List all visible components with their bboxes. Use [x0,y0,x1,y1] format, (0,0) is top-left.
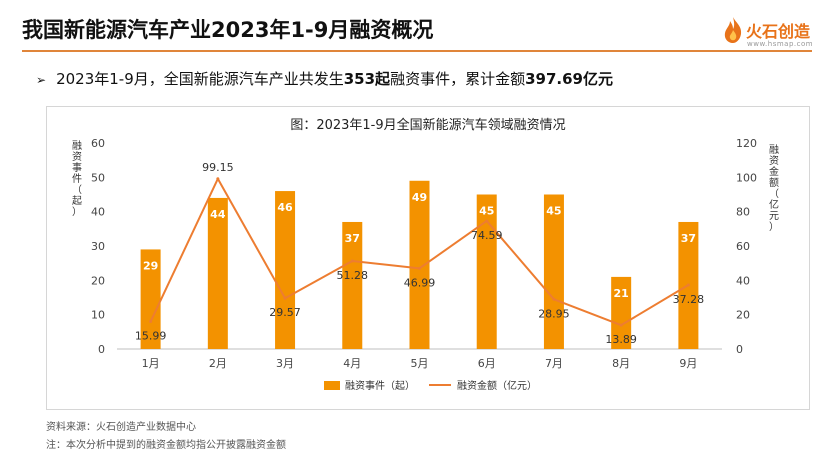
bar-value-label: 46 [277,201,293,214]
chart-title: 图：2023年1-9月全国新能源汽车领域融资情况 [290,117,565,133]
flame-icon [724,17,742,43]
logo-name: 火石创造 [746,22,811,41]
y-right-tick-label: 120 [736,137,757,150]
financing-chart: 图：2023年1-9月全国新能源汽车领域融资情况 0 10 20 30 40 50 60 0 20… [72,117,779,392]
y-left-tick-label: 30 [91,240,105,253]
line-value-label: 37.28 [673,293,705,306]
line-value-label: 51.28 [337,269,369,282]
x-tick-label: 3月 [276,357,294,370]
y-left-tick-label: 0 [98,343,105,356]
bar-value-label: 44 [210,208,226,221]
line-point [216,177,220,181]
bar [409,180,430,349]
y-right-tick-label: 40 [736,274,750,287]
summary-line: ➢ 2023年1-9月，全国新能源汽车产业共发生353起融资事件，累计金额397.… [36,68,613,89]
bar [611,276,632,349]
y-left-axis-title: 融资事件（起） [72,140,82,218]
line-value-label: 28.95 [538,307,570,320]
line-point [350,259,354,263]
y-right-tick-label: 100 [736,171,757,184]
bar-value-label: 37 [345,232,360,245]
y-right-tick-label: 0 [736,343,743,356]
y-left-tick-label: 10 [91,309,105,322]
line-point [619,323,623,327]
footnote: 注：本次分析中提到的融资金额均指公开披露融资金额 [46,440,286,451]
x-tick-label: 4月 [343,357,361,370]
y-left-tick-label: 40 [91,206,105,219]
summary-prefix: 2023年1-9月，全国新能源汽车产业共发生 [56,70,344,88]
bar [207,197,228,349]
x-tick-label: 1月 [142,357,160,370]
x-tick-label: 2月 [209,357,227,370]
bar-value-label: 45 [479,205,494,218]
bar-value-label: 45 [546,205,561,218]
title-divider [22,50,812,52]
line-point [485,219,489,223]
legend-bar-label: 融资事件（起） [345,379,415,392]
summary-mid: 融资事件，累计金额 [390,70,526,88]
y-left-tick-label: 50 [91,171,105,184]
logo-url: www.hsmap.com [747,40,814,48]
x-tick-label: 8月 [612,357,630,370]
bar [543,194,564,349]
line-value-label: 13.89 [605,333,637,346]
y-left-tick-label: 60 [91,137,105,150]
x-tick-label: 7月 [545,357,563,370]
y-right-tick-label: 80 [736,206,750,219]
y-left-tick-label: 20 [91,274,105,287]
brand-logo: 火石创造 www.hsmap.com [722,16,822,52]
line-point [552,297,556,301]
legend-line-label: 融资金额（亿元） [457,379,537,392]
bar-value-label: 21 [614,287,629,300]
y-right-tick-label: 60 [736,240,750,253]
legend-bar-swatch [324,381,340,390]
line-value-label: 15.99 [135,330,167,343]
bar-value-label: 37 [681,232,696,245]
bar [476,194,497,349]
y-right-tick-label: 20 [736,309,750,322]
line-point [149,320,153,324]
summary-amount: 397.69亿元 [525,70,613,88]
y-right-axis-title: 融资金额（亿元） [769,144,779,233]
bar-value-label: 29 [143,259,158,272]
bar [275,191,296,349]
line-point [418,266,421,270]
x-tick-label: 9月 [679,357,697,370]
x-tick-label: 5月 [411,357,429,370]
bullet-icon: ➢ [36,73,47,87]
chart-panel: 图：2023年1-9月全国新能源汽车领域融资情况 0 10 20 30 40 50 60 0 20… [46,106,810,410]
bar-value-label: 49 [412,191,427,204]
line-value-label: 29.57 [269,306,301,319]
line-value-label: 46.99 [404,276,436,289]
line-value-label: 99.15 [202,161,234,174]
page-title: 我国新能源汽车产业2023年1-9月融资概况 [22,18,434,42]
bar [342,221,363,349]
x-tick-label: 6月 [478,357,496,370]
line-point [283,296,287,300]
source-note: 资料来源：火石创造产业数据中心 [46,422,196,433]
line-value-label: 74.59 [471,229,503,242]
bar [140,249,161,349]
line-point [686,283,690,287]
summary-events: 353起 [343,70,391,88]
